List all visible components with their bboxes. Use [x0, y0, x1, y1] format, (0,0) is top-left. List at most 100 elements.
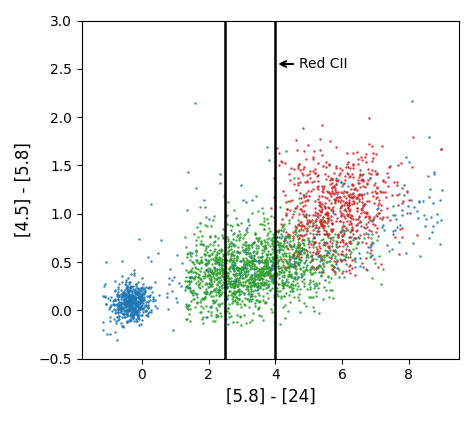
Point [284, 307, 292, 314]
Point [228, 250, 236, 257]
Point [109, 298, 116, 304]
Point [122, 297, 129, 304]
Point [346, 221, 353, 227]
Point [303, 251, 311, 258]
Point [339, 181, 347, 188]
Point [122, 293, 129, 300]
Point [266, 287, 273, 293]
Point [184, 303, 191, 309]
Point [337, 203, 345, 210]
Point [264, 283, 272, 290]
Point [192, 280, 200, 287]
Point [120, 299, 128, 306]
Point [278, 159, 285, 165]
Point [244, 288, 252, 295]
Point [337, 189, 345, 196]
Point [245, 258, 253, 265]
Point [224, 274, 231, 280]
Point [328, 286, 336, 293]
Point [192, 247, 200, 253]
Point [255, 234, 263, 241]
Point [118, 305, 125, 312]
Point [403, 210, 411, 216]
Point [141, 288, 149, 295]
Point [120, 310, 128, 317]
Point [394, 201, 401, 208]
Point [246, 284, 254, 290]
Point [427, 186, 434, 192]
Point [383, 241, 391, 248]
Point [290, 235, 297, 242]
Point [321, 218, 329, 225]
Point [345, 201, 353, 208]
Point [361, 154, 369, 160]
Point [348, 191, 356, 197]
Point [138, 312, 146, 318]
Point [335, 274, 343, 280]
Point [344, 183, 352, 189]
Point [235, 296, 242, 302]
Point [127, 317, 135, 323]
Point [346, 173, 353, 180]
Point [264, 284, 272, 290]
Point [292, 223, 300, 230]
Point [277, 157, 284, 164]
Point [310, 293, 317, 300]
Point [348, 223, 356, 230]
Point [288, 281, 296, 288]
Point [352, 216, 359, 223]
Point [351, 235, 359, 242]
Point [232, 279, 239, 285]
Point [319, 192, 326, 199]
Point [133, 293, 140, 300]
Point [290, 165, 298, 172]
Point [325, 211, 332, 218]
Point [334, 215, 341, 222]
Point [117, 293, 125, 300]
Point [219, 251, 227, 258]
Point [240, 248, 247, 255]
Point [206, 216, 213, 222]
Point [276, 246, 283, 253]
Point [338, 201, 346, 208]
Point [125, 296, 132, 302]
Point [301, 269, 308, 275]
Point [320, 253, 328, 260]
Point [282, 199, 290, 206]
Point [277, 221, 284, 228]
Point [140, 305, 147, 312]
Point [319, 221, 326, 228]
Point [206, 272, 214, 279]
Point [107, 318, 114, 325]
Point [281, 271, 288, 278]
Point [299, 264, 307, 270]
Point [249, 239, 257, 246]
Point [182, 284, 190, 290]
Point [328, 219, 336, 226]
Point [233, 257, 241, 264]
Point [334, 230, 342, 237]
Point [299, 203, 307, 210]
Point [111, 306, 119, 313]
Point [123, 288, 131, 294]
Point [293, 146, 301, 153]
Point [333, 264, 341, 271]
Point [137, 299, 145, 306]
Point [278, 280, 286, 287]
Point [140, 289, 148, 296]
Point [324, 223, 332, 229]
Point [182, 284, 190, 290]
Point [210, 213, 218, 219]
Point [222, 269, 229, 275]
Point [288, 213, 296, 220]
Point [209, 298, 216, 304]
Point [218, 289, 226, 296]
Point [197, 237, 205, 244]
Point [332, 162, 340, 169]
Point [132, 316, 139, 323]
Point [136, 295, 143, 302]
Point [286, 282, 294, 289]
Point [360, 202, 367, 208]
Point [255, 260, 263, 266]
Point [254, 274, 262, 280]
